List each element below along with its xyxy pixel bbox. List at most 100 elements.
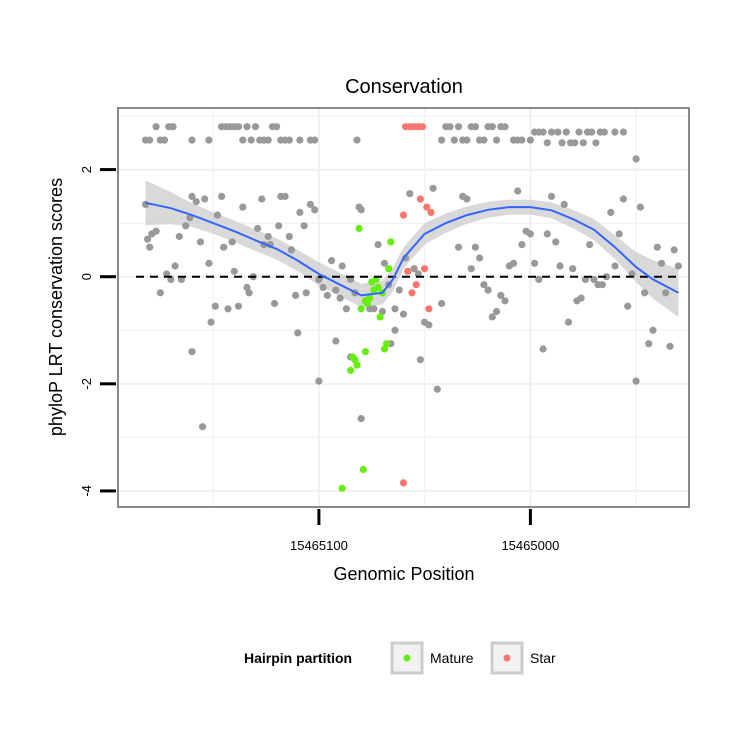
point-other [649,326,657,334]
point-other [205,136,213,144]
y-tick-label: 2 [79,166,94,173]
point-other [670,246,678,254]
point-other [607,208,615,216]
point-other [234,302,243,310]
point-other [205,259,213,267]
point-other [342,305,350,313]
point-other [251,123,260,131]
point-other [454,243,463,251]
point-mature [361,348,369,356]
panel-background [118,108,689,507]
legend-dot-mature [403,654,411,662]
point-other [493,136,501,144]
point-other [535,275,543,283]
point-other [429,184,437,192]
point-other [619,195,628,203]
point-other [146,243,154,251]
point-other [509,259,518,267]
point-other [438,299,446,308]
point-star [427,208,435,216]
point-star [423,203,431,211]
point-other [228,238,236,246]
point-other [182,222,190,230]
point-other [526,230,535,238]
point-other [416,356,424,364]
point-other [425,321,433,329]
point-other [247,136,255,144]
point-other [556,262,564,270]
point-other [218,192,226,200]
point-other [592,139,600,147]
point-star [399,479,408,487]
point-other [674,262,683,270]
point-other [471,123,479,131]
point-star [416,195,424,203]
point-other [564,318,573,326]
point-other [152,123,160,131]
point-other [539,345,547,353]
point-other [188,348,196,356]
point-other [144,235,152,243]
point-star [421,265,429,273]
y-tick-label: -4 [79,485,94,497]
point-other [391,305,399,313]
point-other [571,139,579,147]
point-other [239,136,247,144]
point-other [353,136,361,144]
point-other [243,283,251,291]
point-other [450,136,458,144]
point-other [141,200,150,208]
point-other [518,136,526,144]
legend-label-star: Star [530,650,556,666]
point-other [300,222,308,230]
point-other [579,139,587,147]
point-mature [366,294,374,302]
point-other [399,310,408,318]
point-other [292,291,300,299]
point-other [632,377,640,385]
point-other [287,246,295,254]
point-other [357,206,365,214]
point-other [285,136,293,144]
point-other [152,227,160,235]
point-other [296,208,304,216]
point-other [484,286,492,294]
point-other [615,230,623,238]
point-other [302,289,310,297]
point-other [632,155,640,163]
point-mature [376,313,384,321]
point-other [192,198,200,206]
point-other [488,123,496,131]
point-other [602,273,611,281]
point-other [611,128,619,136]
point-other [497,291,505,299]
x-axis-title: Genomic Position [333,564,474,584]
point-other [480,136,488,144]
point-other [562,128,570,136]
legend-label-mature: Mature [430,650,474,666]
point-mature [383,340,391,348]
point-other [254,224,262,233]
point-star [412,281,420,289]
point-mature [374,283,382,291]
point-mature [338,484,346,492]
point-other [588,128,596,136]
point-other [395,286,403,294]
y-tick-label: -2 [79,378,94,390]
panel-border [117,107,690,508]
legend-dot-star [503,654,511,662]
point-other [598,281,606,289]
point-other [273,123,281,131]
point-other [653,243,661,251]
point-mature [387,238,395,246]
point-other [554,128,562,136]
point-other [493,307,501,316]
point-other [547,128,556,136]
point-other [294,329,302,337]
point-other [611,262,619,270]
point-other [531,259,539,267]
point-other [488,313,496,321]
point-other [514,187,522,195]
point-mature [355,224,363,233]
point-other [577,294,585,302]
